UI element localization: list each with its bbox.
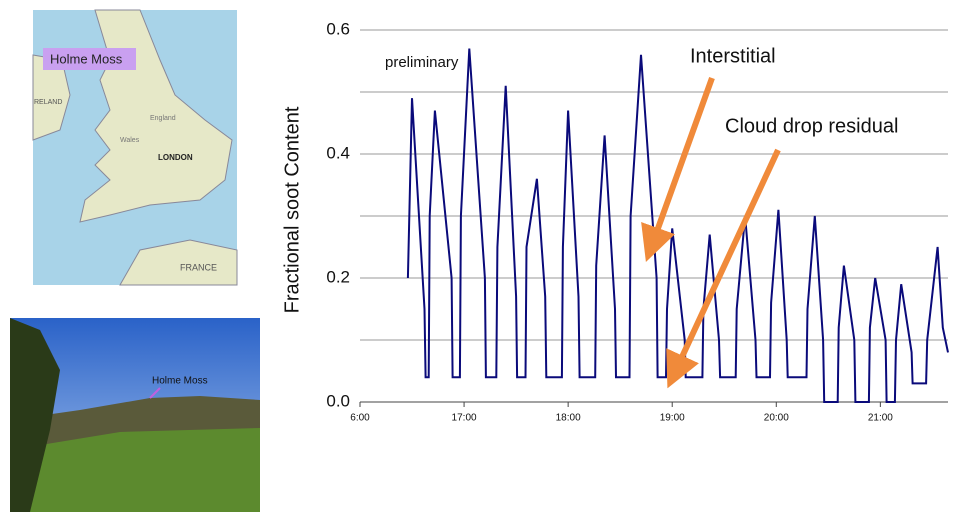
x-tick-label: 21:00 xyxy=(868,413,893,424)
x-tick-label: 20:00 xyxy=(764,413,789,424)
photo: Holme Moss xyxy=(10,318,260,512)
map-label: Wales xyxy=(120,137,140,144)
y-tick-label: 0.4 xyxy=(326,143,350,162)
map-label: England xyxy=(150,115,176,122)
x-tick-label: 18:00 xyxy=(556,413,581,424)
annotation-arrow xyxy=(675,150,778,372)
x-tick-label: 6:00 xyxy=(350,413,370,424)
x-tick-label: 17:00 xyxy=(452,413,477,424)
y-tick-label: 0.0 xyxy=(326,391,350,410)
annotation: preliminary xyxy=(385,54,459,71)
map: Holme Moss LONDON FRANCE RELAND England … xyxy=(33,10,237,285)
photo-label: Holme Moss xyxy=(152,376,208,387)
map-label: RELAND xyxy=(34,99,62,106)
map-label: Holme Moss xyxy=(50,51,123,66)
y-axis-label: Fractional soot Content xyxy=(281,106,303,313)
y-tick-label: 0.6 xyxy=(326,19,350,38)
chart: 0.0 0.2 0.4 0.6 6:00 17:00 18:00 19:00 20:00 21:0… xyxy=(326,19,948,423)
data-line xyxy=(408,49,948,402)
annotation-arrow xyxy=(652,78,712,245)
annotation: Interstitial xyxy=(690,45,776,67)
y-tick-label: 0.2 xyxy=(326,267,350,286)
map-label: LONDON xyxy=(158,153,193,162)
x-tick-label: 19:00 xyxy=(660,413,685,424)
annotation: Cloud drop residual xyxy=(725,115,898,137)
page: {"map": {"labels": ["Holme Moss", "LONDO… xyxy=(0,0,973,514)
slide: Holme Moss LONDON FRANCE RELAND England … xyxy=(0,0,973,514)
map-label: FRANCE xyxy=(180,262,217,272)
